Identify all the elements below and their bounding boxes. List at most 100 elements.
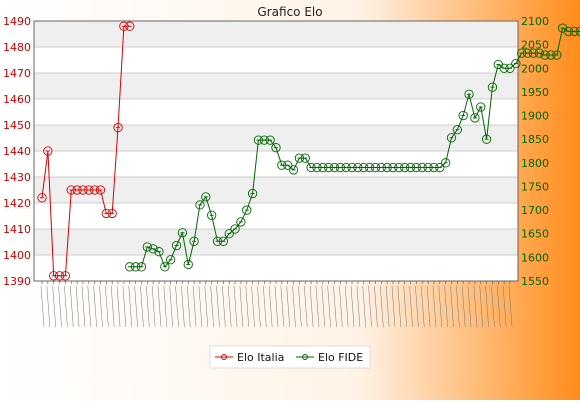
x-tick-label: [421, 285, 425, 328]
x-tick-label: [52, 285, 56, 328]
data-point: [300, 153, 310, 163]
x-tick-label: [426, 285, 431, 328]
plot-band: [34, 151, 518, 177]
x-tick-label: [461, 285, 466, 328]
series-layer: [37, 21, 580, 281]
y-right-tick-label: 1700: [521, 204, 549, 217]
x-tick-label: [467, 285, 472, 328]
x-tick-label: [304, 285, 308, 328]
y-axis-left: 1390 1400 1410 1420 1430 1440 1450 1460 1470 1480…: [3, 15, 31, 288]
data-point: [265, 135, 275, 145]
data-point: [242, 205, 252, 215]
x-tick-label: [140, 285, 144, 328]
x-tick-label: [87, 285, 92, 328]
y-right-tick-label: 1650: [521, 228, 549, 241]
plot-band: [34, 125, 518, 151]
legend-label-elo-fide: Elo FIDE: [318, 351, 363, 364]
x-tick-label: [105, 285, 109, 328]
x-tick-label: [391, 285, 396, 328]
chart-title: Grafico Elo: [257, 5, 322, 19]
legend-marker-fide: [302, 354, 308, 360]
x-tick-label: [58, 285, 62, 328]
x-tick-label: [362, 285, 366, 328]
data-point: [511, 58, 521, 69]
y-right-tick-label: 1800: [521, 157, 549, 170]
legend: Elo Italia Elo FIDE: [209, 345, 371, 369]
x-tick-label: [333, 285, 337, 328]
data-point: [201, 192, 211, 202]
x-tick-label: [327, 285, 331, 328]
x-tick-label: [298, 285, 302, 328]
x-tick-label: [157, 285, 162, 328]
data-point: [60, 271, 71, 281]
data-point: [271, 143, 281, 153]
plot-band: [34, 73, 518, 99]
x-tick-label: [70, 285, 74, 328]
x-tick-label: [274, 285, 279, 328]
x-tick-label: [497, 285, 501, 328]
data-point: [37, 193, 47, 203]
x-tick-label: [350, 285, 355, 328]
plot-band: [34, 203, 518, 229]
y-left-tick-label: 1390: [3, 275, 31, 288]
x-tick-label: [169, 285, 173, 328]
y-left-tick-label: 1470: [3, 67, 31, 80]
data-point: [505, 63, 515, 73]
x-tick-label: [292, 285, 296, 328]
x-axis: [40, 281, 513, 328]
y-left-tick-label: 1410: [3, 223, 31, 236]
data-point: [183, 259, 193, 270]
legend-label-elo-italia: Elo Italia: [237, 351, 284, 364]
y-left-tick-label: 1440: [3, 145, 31, 158]
y-left-tick-label: 1490: [3, 15, 31, 28]
x-tick-label: [257, 285, 261, 328]
data-point: [283, 160, 293, 170]
data-point: [171, 240, 182, 251]
x-tick-label: [444, 285, 448, 328]
x-tick-label: [134, 285, 138, 328]
y-left-tick-label: 1460: [3, 93, 31, 106]
data-point: [195, 200, 205, 210]
series-elo-italia: [37, 21, 135, 281]
data-point: [113, 122, 123, 133]
data-point: [95, 185, 106, 195]
data-point: [218, 236, 229, 246]
data-point: [224, 229, 234, 239]
data-point: [148, 244, 158, 254]
x-tick-label: [432, 285, 437, 328]
y-left-tick-label: 1450: [3, 119, 31, 132]
data-point: [446, 133, 457, 143]
plot-band: [34, 255, 518, 281]
x-tick-label: [263, 285, 267, 328]
x-tick-label: [227, 285, 232, 328]
x-tick-label: [110, 285, 115, 328]
legend-marker-italia: [221, 354, 227, 360]
data-point: [534, 48, 544, 58]
x-tick-label: [122, 285, 127, 328]
x-tick-label: [479, 285, 483, 328]
series-line: [41, 25, 130, 277]
x-tick-label: [181, 285, 185, 328]
legend-box: [209, 345, 371, 369]
data-point: [440, 158, 451, 168]
data-point: [154, 247, 164, 257]
x-tick-label: [374, 285, 378, 328]
data-point: [476, 102, 486, 112]
data-point: [452, 125, 462, 135]
x-tick-label: [151, 285, 156, 328]
data-point: [189, 236, 199, 246]
data-point: [230, 224, 240, 234]
y-axis-right: 1550 1600 1650 1700 1750 1800 1850 1900 1950 2000…: [521, 15, 549, 288]
x-tick-label: [46, 285, 51, 328]
x-tick-label: [81, 285, 86, 328]
x-tick-label: [456, 285, 460, 328]
data-point: [107, 208, 117, 219]
y-left-tick-label: 1420: [3, 197, 31, 210]
x-tick-label: [339, 285, 343, 328]
x-tick-label: [192, 285, 197, 328]
y-right-tick-label: 2100: [521, 15, 549, 28]
x-tick-label: [380, 285, 384, 328]
x-tick-label: [93, 285, 97, 328]
x-tick-label: [251, 285, 255, 328]
data-point: [481, 134, 492, 144]
